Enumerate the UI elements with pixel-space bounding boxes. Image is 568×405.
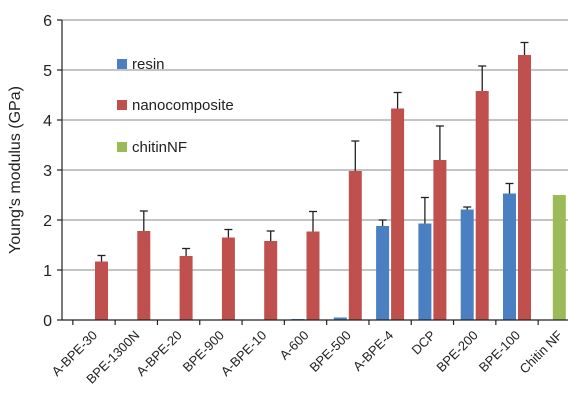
bar-resin-A-BPE-4 <box>376 226 390 320</box>
bar-nanocomposite-A-BPE-4 <box>391 108 405 320</box>
y-tick-labels: 0 1 2 3 4 5 6 <box>43 13 52 330</box>
bar-nanocomposite-BPE-900 <box>221 237 235 320</box>
bar-chitinNF-Chitin NF <box>552 195 566 320</box>
legend: resin nanocomposite chitinNF <box>117 56 234 156</box>
y-tick-label: 2 <box>43 213 52 230</box>
bar-nanocomposite-A-BPE-10 <box>264 241 278 320</box>
bar-resin-DCP <box>418 223 432 320</box>
bar-nanocomposite-BPE-200 <box>475 91 489 320</box>
y-tick-label: 0 <box>43 313 52 330</box>
bar-resin-BPE-200 <box>460 209 474 320</box>
bar-nanocomposite-BPE-1300N <box>137 231 151 320</box>
x-tick-labels: A-BPE-30BPE-1300NA-BPE-20BPE-900A-BPE-10… <box>49 327 566 386</box>
x-tick-label: BPE-200 <box>433 328 480 375</box>
bar-resin-BPE-100 <box>503 193 516 320</box>
legend-label-resin: resin <box>132 56 165 73</box>
bar-nanocomposite-A-BPE-30 <box>95 261 108 320</box>
error-bars <box>97 41 529 262</box>
bars <box>95 55 566 321</box>
bar-resin-BPE-500 <box>333 317 347 320</box>
x-tick-label: Chitin NF <box>516 327 565 376</box>
x-tick-label: A-BPE-4 <box>350 328 396 374</box>
x-tick-label: BPE-100 <box>476 328 523 375</box>
bar-nanocomposite-A-BPE-20 <box>179 256 193 320</box>
bar-nanocomposite-BPE-500 <box>348 171 362 320</box>
bar-nanocomposite-DCP <box>433 160 447 320</box>
legend-swatch-nanocomposite <box>117 100 127 110</box>
y-tick-label: 3 <box>43 163 52 180</box>
y-tick-label: 6 <box>43 13 52 30</box>
y-axis-title: Young's modulus (GPa) <box>7 86 24 254</box>
x-tick-label: BPE-500 <box>307 328 354 375</box>
bar-nanocomposite-BPE-100 <box>518 55 531 320</box>
legend-swatch-chitinNF <box>117 142 127 152</box>
x-tick-label: DCP <box>409 328 439 358</box>
y-tick-label: 4 <box>43 113 52 130</box>
axes <box>57 19 568 325</box>
legend-label-chitinNF: chitinNF <box>132 139 187 156</box>
y-tick-label: 1 <box>43 263 52 280</box>
legend-label-nanocomposite: nanocomposite <box>132 97 234 114</box>
y-tick-label: 5 <box>43 63 52 80</box>
legend-swatch-resin <box>117 59 127 69</box>
x-tick-label: A-BPE-10 <box>218 328 269 379</box>
bar-nanocomposite-A-600 <box>306 231 320 320</box>
x-tick-label: A-600 <box>276 328 311 363</box>
x-tick-label: A-BPE-20 <box>133 328 184 379</box>
